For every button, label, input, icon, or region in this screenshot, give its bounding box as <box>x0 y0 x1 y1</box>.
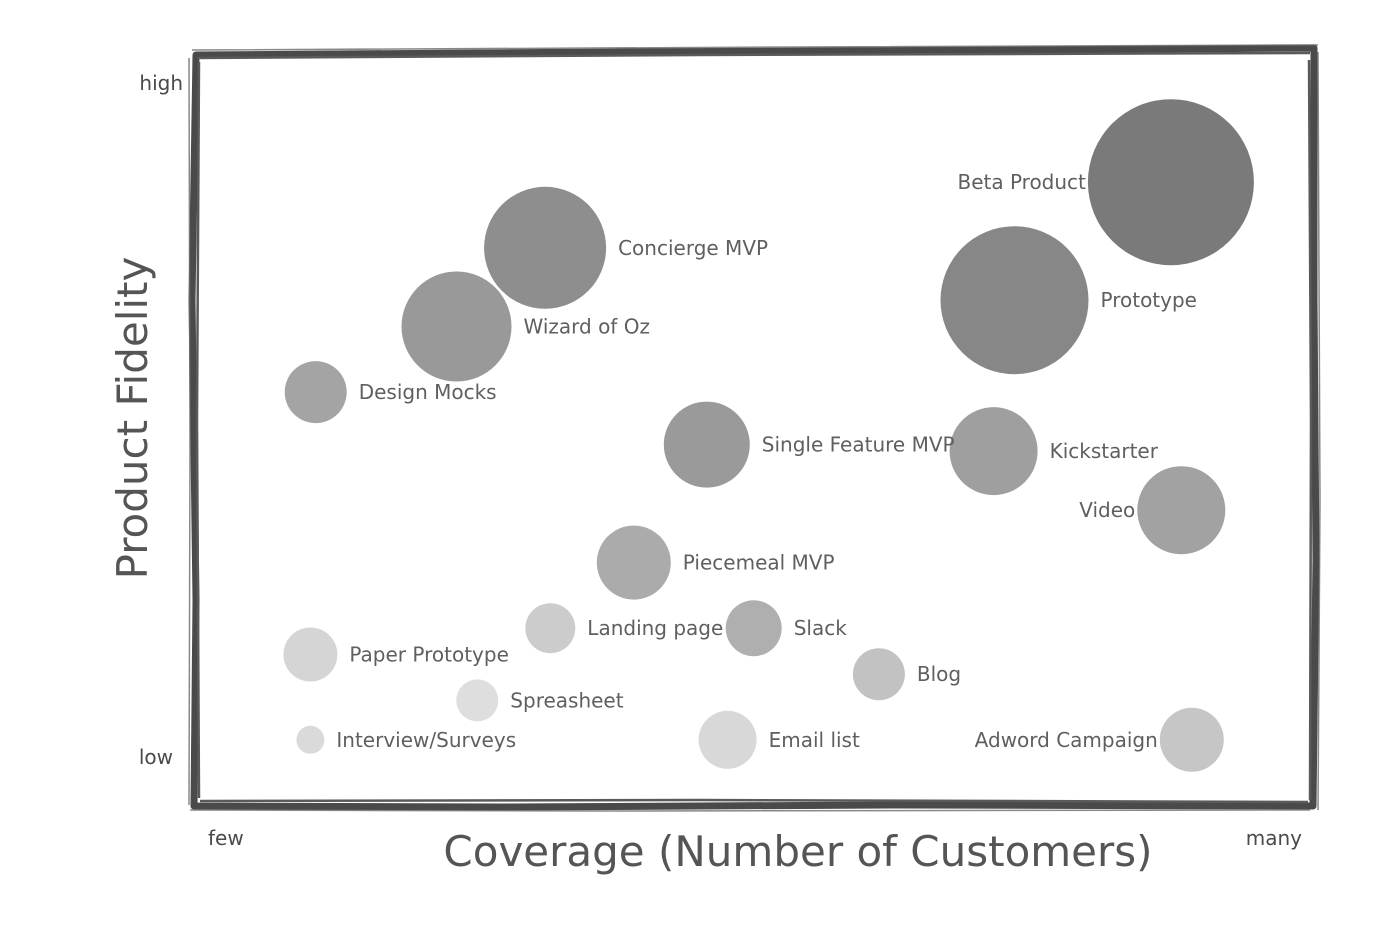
bubble-concierge-mvp <box>484 186 607 309</box>
label-video: Video <box>1079 498 1135 522</box>
label-adword-campaign: Adword Campaign <box>975 728 1158 752</box>
y-tick-low: low <box>139 745 173 769</box>
label-layer: Beta Product Concierge MVP Prototype Wizard… <box>336 170 1197 752</box>
label-prototype: Prototype <box>1101 288 1197 312</box>
label-slack: Slack <box>794 616 848 640</box>
bubble-design-mocks <box>284 361 347 424</box>
frame-sketch-1 <box>195 51 1313 804</box>
label-concierge-mvp: Concierge MVP <box>618 236 768 260</box>
label-wizard-of-oz: Wizard of Oz <box>524 315 650 339</box>
bubble-prototype <box>940 226 1089 375</box>
label-spreasheet: Spreasheet <box>510 688 623 712</box>
bubble-single-feature-mvp <box>663 401 750 488</box>
x-tick-few: few <box>208 826 244 850</box>
bubble-kickstarter <box>949 407 1038 496</box>
label-kickstarter: Kickstarter <box>1050 439 1159 463</box>
plot-frame <box>188 44 1321 812</box>
bubble-piecemeal-mvp <box>596 525 671 600</box>
bubble-slack <box>725 600 782 657</box>
bubble-layer <box>283 99 1254 772</box>
label-design-mocks: Design Mocks <box>359 380 497 404</box>
label-interview-surveys: Interview/Surveys <box>336 728 516 752</box>
bubble-adword-campaign <box>1159 707 1224 772</box>
bubble-beta-product <box>1087 99 1254 266</box>
frame-outer <box>188 44 1320 811</box>
bubble-blog <box>852 648 905 701</box>
label-paper-prototype: Paper Prototype <box>349 643 508 667</box>
bubble-paper-prototype <box>283 627 338 682</box>
bubble-spreasheet <box>456 679 499 722</box>
label-email-list: Email list <box>769 728 860 752</box>
bubble-landing-page <box>525 603 576 654</box>
bubble-wizard-of-oz <box>401 271 512 382</box>
frame-sketch-2 <box>188 44 1321 812</box>
label-single-feature-mvp: Single Feature MVP <box>762 433 955 457</box>
label-landing-page: Landing page <box>587 616 723 640</box>
label-blog: Blog <box>917 662 961 686</box>
y-tick-high: high <box>139 71 183 95</box>
x-tick-many: many <box>1246 826 1302 850</box>
y-axis-title: Product Fidelity <box>108 257 157 580</box>
bubble-video <box>1137 466 1226 555</box>
label-beta-product: Beta Product <box>957 170 1086 194</box>
x-axis-title: Coverage (Number of Customers) <box>443 827 1152 876</box>
label-piecemeal-mvp: Piecemeal MVP <box>683 551 835 575</box>
bubble-email-list <box>698 710 757 769</box>
bubble-interview-surveys <box>296 725 325 754</box>
